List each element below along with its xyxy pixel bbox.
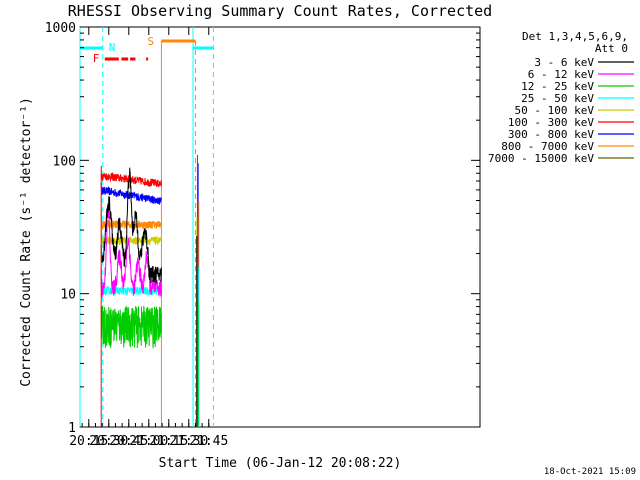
legend-header-line-1: Det 1,3,4,5,6,9,: [522, 30, 628, 43]
y-axis-label: Corrected Count Rate (s⁻¹ detector⁻¹): [19, 97, 34, 387]
saa-marker: S: [147, 35, 154, 48]
x-tick-label: 20:45: [109, 434, 148, 449]
legend-entry-label: 7000 - 15000 keV: [488, 152, 594, 165]
y-tick-label: 10: [60, 288, 76, 303]
series-line: [100, 305, 162, 349]
legend-entry-label: 100 - 300 keV: [508, 116, 594, 129]
series-line: [100, 206, 162, 298]
y-tick-label: 100: [53, 154, 76, 169]
legend-entry-label: 12 - 25 keV: [521, 80, 594, 93]
series-line: [100, 209, 162, 229]
legend-entry-label: 300 - 800 keV: [508, 128, 594, 141]
x-tick-label: 21:30: [169, 434, 208, 449]
x-tick-label: 20:30: [89, 434, 128, 449]
x-axis-label: Start Time (06-Jan-12 20:08:22): [159, 456, 402, 471]
x-tick-label: 21:15: [149, 434, 188, 449]
legend-header-line-2: Att 0: [595, 42, 628, 55]
series-line: [100, 165, 162, 188]
x-tick-label: 21:00: [129, 434, 168, 449]
y-tick-label: 1: [68, 421, 76, 436]
legend-entry-label: 800 - 7000 keV: [501, 140, 594, 153]
legend-entry-label: 6 - 12 keV: [528, 68, 595, 81]
plot-area: N S F: [79, 27, 214, 427]
chart-title: RHESSI Observing Summary Count Rates, Co…: [68, 2, 492, 20]
series-line: [100, 225, 162, 246]
series-line: [100, 167, 162, 284]
footer-timestamp: 18-Oct-2021 15:09: [544, 467, 636, 477]
x-tick-label: 20:15: [69, 434, 108, 449]
legend-entry-label: 3 - 6 keV: [534, 56, 594, 69]
night-marker: N: [109, 41, 116, 54]
x-tick-label: 21:45: [189, 434, 228, 449]
y-tick-label: 1000: [45, 21, 76, 36]
flare-marker: F: [93, 52, 100, 65]
legend-entry-label: 50 - 100 keV: [515, 104, 595, 117]
y-axis: 1 10 100 1000: [45, 21, 480, 436]
legend-entry-label: 25 - 50 keV: [521, 92, 594, 105]
